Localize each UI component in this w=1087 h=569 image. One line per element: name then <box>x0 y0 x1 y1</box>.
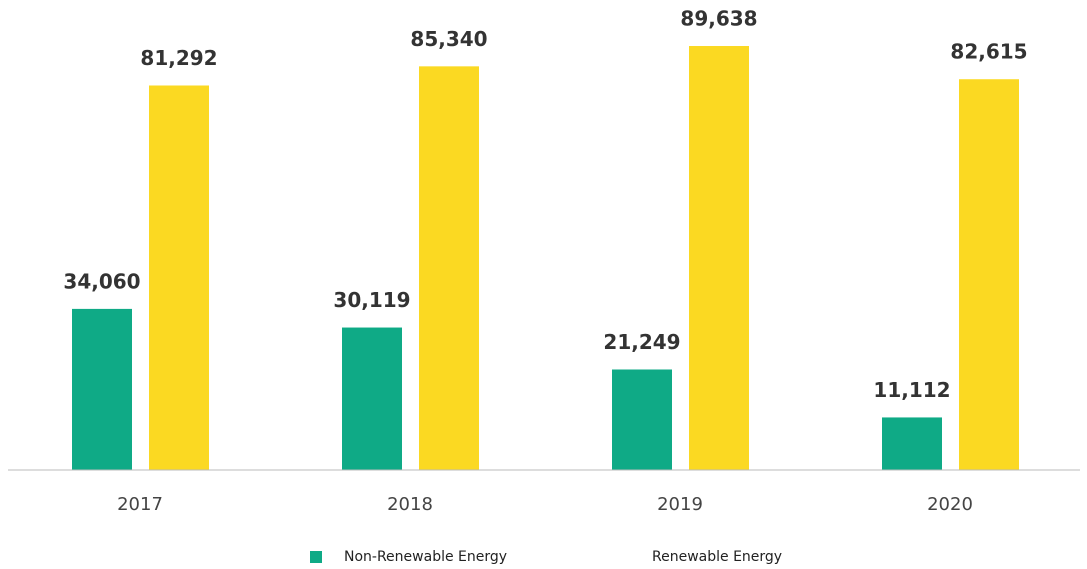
x-tick-label: 2017 <box>117 494 163 515</box>
x-tick-label: 2018 <box>387 494 433 515</box>
legend-swatch <box>310 551 322 563</box>
value-label: 85,340 <box>410 27 487 51</box>
bar <box>612 369 672 470</box>
value-label: 21,249 <box>603 330 680 354</box>
x-tick-label: 2019 <box>657 494 703 515</box>
bar <box>149 85 209 471</box>
legend-label: Renewable Energy <box>652 549 782 565</box>
legend-label: Non-Renewable Energy <box>344 549 507 565</box>
value-label: 89,638 <box>680 7 757 31</box>
value-label: 11,112 <box>873 378 950 402</box>
bar <box>689 46 749 470</box>
bar <box>72 308 132 470</box>
bar <box>959 79 1019 470</box>
value-label: 82,615 <box>950 40 1027 64</box>
value-label: 34,060 <box>63 269 140 293</box>
bar <box>882 417 942 470</box>
value-label: 30,119 <box>333 288 410 312</box>
bar <box>419 66 479 470</box>
value-label: 81,292 <box>140 46 217 70</box>
x-tick-label: 2020 <box>927 494 973 515</box>
bar <box>342 327 402 470</box>
